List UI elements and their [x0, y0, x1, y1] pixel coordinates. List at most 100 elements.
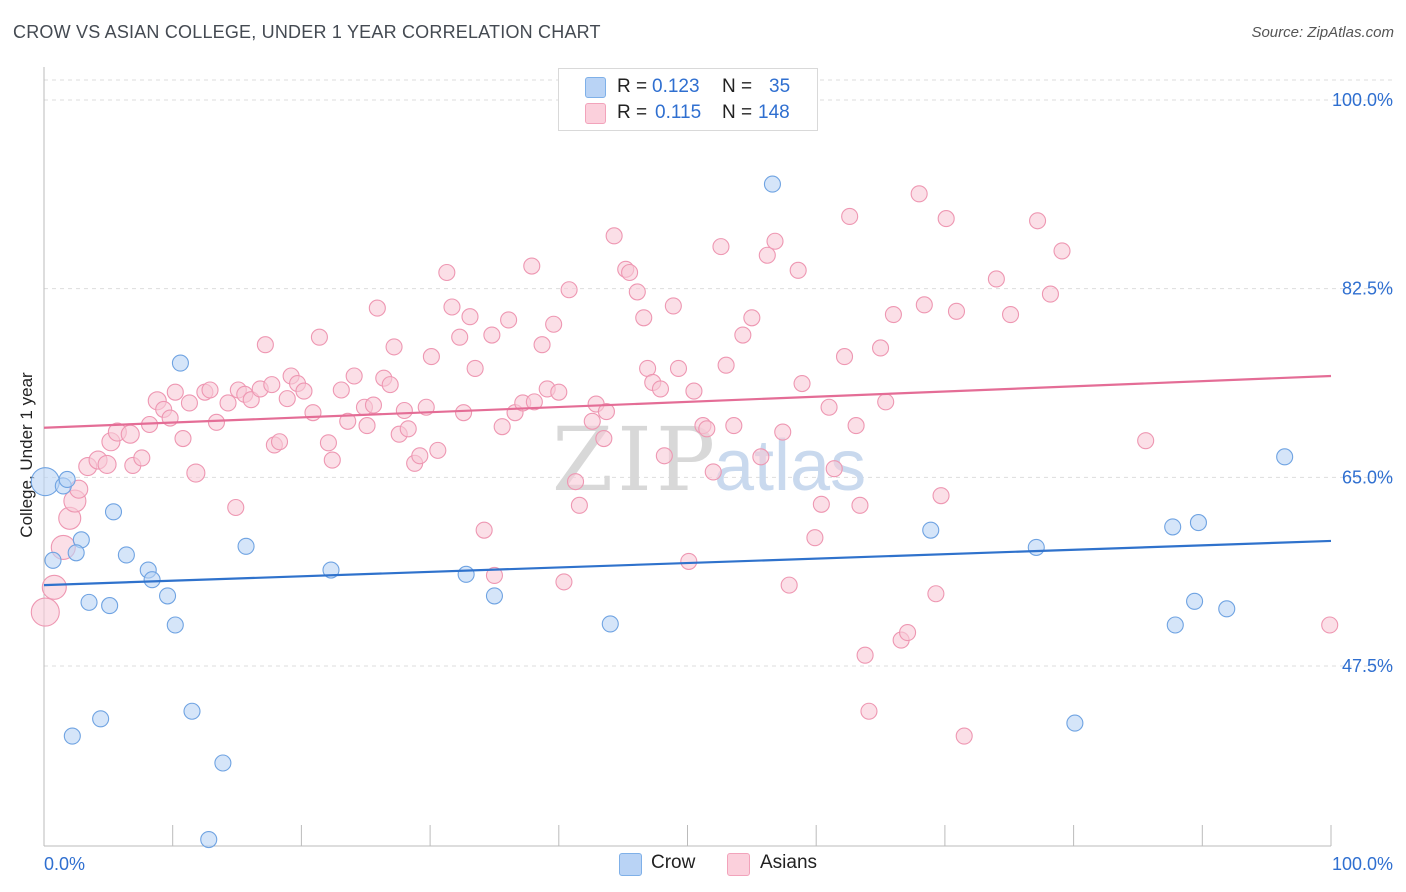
crow-point: [1166, 616, 1184, 634]
asians-point: [1001, 305, 1020, 324]
crow-point: [922, 521, 940, 539]
asians-point: [570, 496, 588, 514]
asians-point: [835, 348, 854, 366]
crow-point: [80, 593, 98, 611]
crow-point: [117, 546, 135, 564]
crow-series: [30, 175, 1294, 849]
y-tick-label: 100.0%: [1332, 90, 1393, 110]
asians-point: [860, 702, 878, 720]
crow-point: [1027, 538, 1045, 556]
asians-point: [851, 496, 869, 514]
y-tick-label: 65.0%: [1342, 467, 1393, 487]
asians-point: [256, 336, 274, 354]
asians-point: [717, 356, 735, 374]
asians-point: [97, 454, 117, 474]
crow-point: [200, 830, 218, 849]
crow-point: [30, 467, 60, 497]
watermark-atlas: atlas: [714, 426, 866, 506]
asians-point: [1137, 432, 1155, 450]
asians-point: [500, 311, 518, 329]
asians-point: [186, 463, 206, 483]
crow-point: [1066, 714, 1084, 732]
asians-point: [485, 566, 504, 584]
asians-point: [475, 521, 493, 539]
asians-point: [825, 460, 843, 478]
asians-point: [758, 246, 776, 264]
asians-point: [345, 367, 363, 385]
asians-point: [947, 302, 966, 320]
asians-point: [664, 297, 682, 315]
legend-crow-n-label: N =: [722, 76, 753, 97]
asians-point: [493, 418, 511, 436]
asians-point: [295, 382, 313, 400]
asians-point: [399, 420, 417, 438]
asians-point: [319, 434, 337, 452]
crow-point: [58, 470, 76, 489]
asians-point: [201, 381, 219, 399]
asians-point: [422, 348, 440, 366]
crow-swatch: [585, 77, 606, 98]
asians-point: [207, 413, 226, 431]
asians-point: [847, 417, 865, 435]
asians-point: [466, 359, 484, 377]
asians-point: [443, 298, 461, 316]
crow-point: [183, 702, 201, 720]
asians-point: [364, 396, 383, 414]
asians-point: [669, 359, 688, 377]
asians-point: [856, 646, 874, 664]
trend-lines: [43, 374, 1332, 587]
stats-legend: R = 0.123 N = 35 R = 0.115 N = 148: [558, 68, 818, 131]
asians-point: [395, 401, 413, 420]
crow-point: [166, 616, 184, 634]
bottom-legend-crow: Crow: [651, 852, 696, 873]
asians-point: [550, 383, 568, 401]
crow-point: [92, 710, 110, 728]
asians-point: [438, 263, 456, 282]
asians-point: [525, 393, 543, 411]
asians-point: [698, 420, 716, 438]
asians-point: [339, 412, 357, 430]
asians-point: [545, 315, 563, 333]
crow-point: [601, 615, 619, 633]
asians-point: [884, 305, 902, 324]
bottom-legend-crow-swatch: [619, 853, 642, 876]
asians-point: [1053, 242, 1071, 260]
x-tick-label-max: 100.0%: [1332, 854, 1393, 874]
asians-point: [793, 374, 811, 393]
asians-point: [483, 326, 501, 344]
chart-title: CROW VS ASIAN COLLEGE, UNDER 1 YEAR CORR…: [13, 22, 601, 42]
asians-point: [899, 624, 917, 642]
crow-point: [44, 551, 62, 569]
asians-point: [595, 429, 613, 448]
asians-point: [812, 495, 830, 513]
asians-point: [621, 263, 639, 282]
legend-asians-n-value: 148: [758, 102, 790, 123]
asians-point: [358, 417, 376, 435]
bottom-legend-asians: Asians: [760, 852, 818, 873]
asians-point: [651, 380, 670, 398]
watermark: ZIP atlas: [552, 408, 866, 511]
x-tick-labels: 0.0% 100.0%: [44, 854, 1393, 874]
asians-point: [597, 403, 615, 421]
asians-point: [385, 338, 403, 356]
asians-point: [310, 328, 328, 346]
y-tick-label: 47.5%: [1342, 656, 1393, 676]
asians-point: [368, 299, 386, 317]
asians-point: [725, 417, 743, 435]
asians-point: [704, 463, 722, 481]
asians-point: [685, 382, 703, 400]
asians-point: [955, 727, 973, 745]
crow-point: [67, 544, 85, 562]
asians-point: [932, 487, 950, 505]
asians-point: [566, 473, 585, 491]
asians-point: [278, 390, 296, 408]
asians-point: [712, 238, 730, 256]
legend-asians-n-label: N =: [722, 102, 753, 123]
asians-point: [560, 281, 578, 299]
asians-point: [877, 393, 895, 411]
legend-asians-r-value: 0.115: [655, 102, 702, 123]
legend-asians-r-label: R =: [617, 102, 648, 123]
crow-point: [1189, 514, 1207, 532]
crow-point: [159, 587, 177, 605]
asians-point: [766, 232, 784, 250]
